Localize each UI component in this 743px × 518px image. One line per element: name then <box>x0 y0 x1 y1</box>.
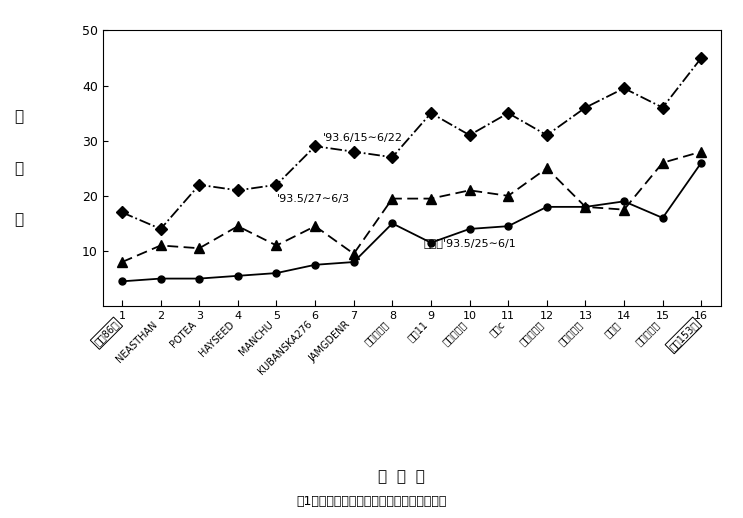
Text: ゴガク: ゴガク <box>603 319 623 339</box>
Text: 試験日'93.5/25∼6/1: 試験日'93.5/25∼6/1 <box>424 238 516 248</box>
Text: フクユタカ: フクユタカ <box>517 319 545 347</box>
Text: 10: 10 <box>463 311 476 321</box>
Text: 度: 度 <box>14 212 23 227</box>
Text: 11: 11 <box>502 311 515 321</box>
Text: 1: 1 <box>119 311 126 321</box>
Text: 12: 12 <box>539 311 554 321</box>
Text: 大野c: 大野c <box>487 319 507 338</box>
Text: 6: 6 <box>311 311 319 321</box>
Text: 9: 9 <box>427 311 435 321</box>
Text: MANCHU: MANCHU <box>237 319 275 357</box>
Text: 高糶86号: 高糶86号 <box>92 319 120 347</box>
Text: 発: 発 <box>14 109 23 124</box>
Text: '93.5/27∼6/3: '93.5/27∼6/3 <box>276 194 349 204</box>
Text: アキシロメ: アキシロメ <box>363 319 391 347</box>
Text: ニシムスメ: ニシムスメ <box>441 319 468 347</box>
Text: 5: 5 <box>273 311 280 321</box>
Text: 4: 4 <box>234 311 241 321</box>
Text: 東山153号: 東山153号 <box>667 319 700 352</box>
Text: キタムスメ: キタムスメ <box>556 319 584 347</box>
Text: 13: 13 <box>578 311 592 321</box>
Text: 2: 2 <box>157 311 164 321</box>
Text: 囱1　ダイズ幼蘒による白絹病抗抗性の検定: 囱1 ダイズ幼蘒による白絹病抗抗性の検定 <box>296 495 447 508</box>
Text: 7: 7 <box>350 311 357 321</box>
Text: 中生11: 中生11 <box>406 319 429 343</box>
Text: 8: 8 <box>389 311 396 321</box>
Text: 14: 14 <box>617 311 631 321</box>
Text: 15: 15 <box>655 311 669 321</box>
Text: KUBANSKA276: KUBANSKA276 <box>256 319 314 377</box>
Text: 病: 病 <box>14 161 23 176</box>
Text: '93.6/15∼6/22: '93.6/15∼6/22 <box>323 134 403 143</box>
Text: POTEA: POTEA <box>168 319 198 349</box>
Text: 品  種  名: 品 種 名 <box>377 469 425 484</box>
Text: NEASTHAN: NEASTHAN <box>114 319 159 364</box>
Text: 16: 16 <box>694 311 708 321</box>
Text: JAMGDENR: JAMGDENR <box>308 319 352 364</box>
Text: タマホマレ: タマホマレ <box>633 319 661 347</box>
Text: HAYSEED: HAYSEED <box>198 319 236 358</box>
Text: 3: 3 <box>195 311 203 321</box>
